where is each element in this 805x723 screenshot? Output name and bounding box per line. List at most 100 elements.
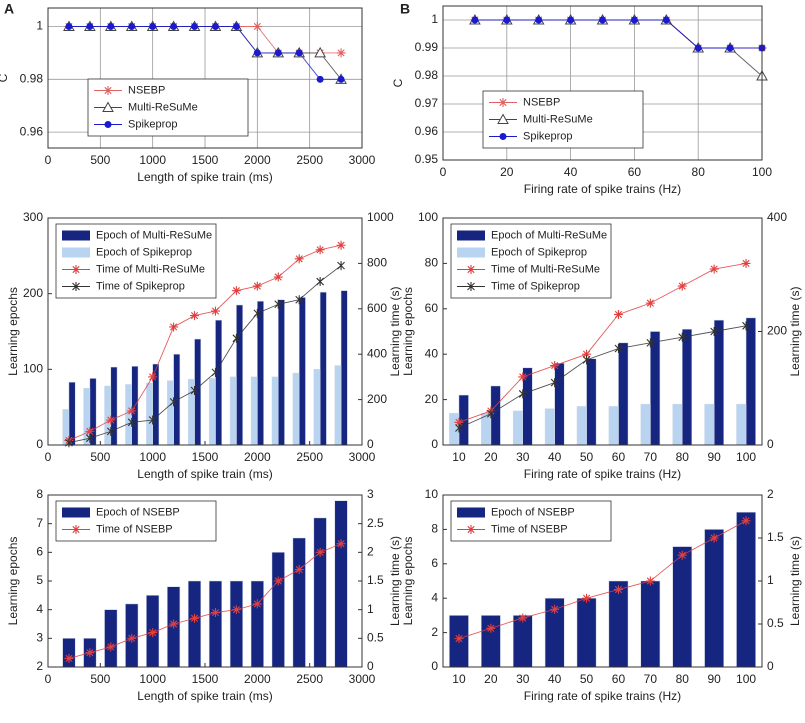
legend-marker: [497, 113, 509, 124]
series-line: [68, 244, 342, 441]
marker: [678, 332, 687, 342]
marker: [148, 372, 158, 382]
chart-panel: 10 20 30 40 50 60 70 80 90 100 0 20 40 60 80 100 0 200 400…: [401, 210, 802, 481]
y2-tick-label: 0.5: [767, 616, 784, 630]
marker: [210, 608, 220, 618]
y-tick-label: 3: [36, 631, 43, 645]
marker: [518, 613, 528, 623]
x-tick-label: 20: [484, 450, 498, 464]
marker: [273, 272, 283, 282]
marker: [169, 322, 179, 332]
marker: [232, 22, 240, 30]
x-axis-label: Firing rate of spike trains (Hz): [524, 689, 681, 703]
x-tick-label: 100: [736, 672, 756, 686]
bar: [334, 365, 342, 446]
axes-frame: [442, 217, 763, 446]
marker: [294, 254, 304, 264]
marker: [316, 75, 324, 83]
x-tick-label: 1000: [139, 153, 166, 167]
bar: [313, 369, 321, 446]
chart-panel: 0 500 1000 1500 2000 2500 3000 2 3 4 5 6 7 8 0 0.5 1 1.5 2…: [6, 487, 402, 703]
y-tick-label: 2: [36, 659, 43, 673]
bar: [544, 408, 555, 446]
marker: [614, 344, 623, 354]
bar: [682, 328, 693, 446]
marker: [486, 623, 496, 633]
marker: [128, 22, 136, 30]
y-tick-label: 4: [36, 602, 43, 616]
legend-marker: [467, 282, 475, 291]
series-line: [68, 543, 342, 659]
y-axis-label: Learning epochs: [6, 537, 20, 626]
marker: [677, 550, 687, 560]
legend-marker: [466, 265, 476, 274]
y-tick-label: 6: [36, 545, 43, 559]
x-tick-label: 80: [676, 450, 690, 464]
bar: [512, 410, 523, 446]
y-tick-label: 2: [431, 625, 438, 639]
bar: [672, 546, 693, 668]
legend-label: NSEBP: [523, 96, 560, 108]
marker: [677, 281, 687, 291]
x-tick-label: 1500: [192, 450, 219, 464]
y-axis-label: C: [391, 78, 405, 87]
axes-frame: [47, 7, 363, 149]
legend-marker: [71, 265, 81, 274]
x-tick-label: 50: [580, 672, 594, 686]
chart-panel: 0 500 1000 1500 2000 2500 30000100200300020040…: [6, 210, 402, 481]
y-tick-label: 1: [431, 12, 438, 26]
bar: [736, 511, 756, 668]
marker: [190, 613, 200, 623]
x-tick-label: 2500: [296, 672, 323, 686]
legend-marker: [102, 101, 114, 112]
marker: [694, 44, 702, 52]
y-tick-label: 20: [425, 392, 439, 406]
bar: [576, 406, 587, 446]
legend-label: Time of Spikeprop: [491, 280, 580, 292]
marker: [191, 22, 199, 30]
marker: [742, 321, 750, 331]
marker: [85, 433, 94, 443]
marker: [646, 338, 655, 348]
marker: [274, 49, 282, 57]
x-tick-label: 1000: [139, 672, 166, 686]
bar: [576, 597, 597, 668]
legend-label: Multi-ReSuMe: [128, 101, 198, 113]
y-tick-label: 0.97: [415, 96, 439, 110]
legend-label: Epoch of Multi-ReSuMe: [96, 229, 212, 241]
bar: [298, 297, 306, 446]
y-tick-label: 4: [431, 590, 438, 604]
marker: [645, 576, 655, 586]
bar: [278, 299, 285, 446]
x-tick-label: 10: [452, 672, 466, 686]
bar: [104, 385, 112, 446]
bar: [334, 500, 348, 668]
bar: [257, 300, 264, 446]
x-axis-label: Length of spike train (ms): [137, 467, 272, 481]
y-tick-label: 0: [431, 659, 438, 673]
y2-tick-label: 200: [367, 392, 387, 406]
y-tick-label: 300: [23, 210, 43, 224]
marker: [503, 16, 511, 24]
x-tick-label: 2500: [296, 450, 323, 464]
marker: [518, 389, 527, 399]
x-tick-label: 70: [644, 450, 658, 464]
marker: [86, 22, 94, 30]
legend-label: Epoch of NSEBP: [491, 506, 575, 518]
x-tick-label: 1500: [192, 153, 219, 167]
marker: [709, 264, 719, 274]
y-tick-label: 0.98: [415, 68, 439, 82]
marker: [599, 16, 606, 24]
bar: [68, 381, 76, 446]
marker: [274, 299, 283, 309]
marker: [106, 642, 116, 652]
y2-tick-label: 3: [367, 487, 374, 501]
marker: [535, 16, 543, 24]
y-tick-label: 7: [36, 516, 43, 530]
y-axis-label: Learning epochs: [401, 537, 415, 626]
bar: [146, 382, 153, 446]
bar: [173, 353, 181, 446]
legend-label: Time of NSEBP: [96, 523, 173, 535]
bar: [125, 384, 132, 446]
